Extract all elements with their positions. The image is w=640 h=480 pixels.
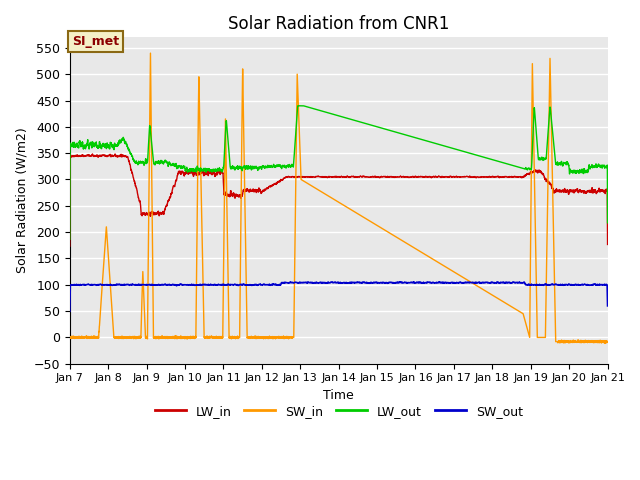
- X-axis label: Time: Time: [323, 389, 354, 402]
- Title: Solar Radiation from CNR1: Solar Radiation from CNR1: [228, 15, 449, 33]
- Y-axis label: Solar Radiation (W/m2): Solar Radiation (W/m2): [15, 128, 28, 274]
- Text: SI_met: SI_met: [72, 35, 119, 48]
- Legend: LW_in, SW_in, LW_out, SW_out: LW_in, SW_in, LW_out, SW_out: [150, 400, 528, 423]
